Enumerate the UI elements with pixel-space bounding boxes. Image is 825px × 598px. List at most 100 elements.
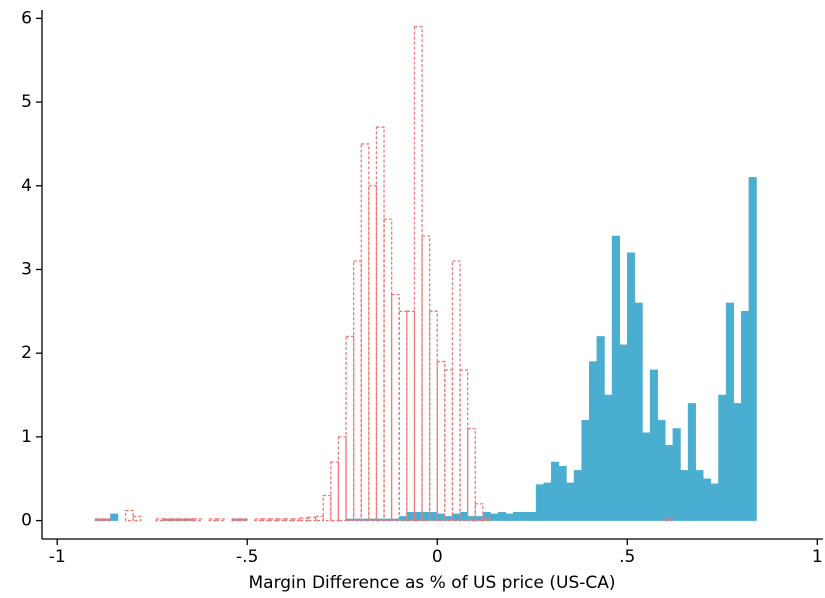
histogram-bar xyxy=(429,511,438,521)
histogram-bar xyxy=(664,518,674,522)
histogram-bar xyxy=(368,185,378,522)
histogram-bar xyxy=(543,482,552,521)
histogram-bar xyxy=(725,302,734,521)
histogram-bar xyxy=(314,515,324,522)
histogram-bar xyxy=(695,470,704,521)
y-tick-label: 0 xyxy=(21,511,32,531)
histogram-bar xyxy=(322,494,332,522)
histogram-bar xyxy=(110,513,119,521)
x-axis-label: Margin Difference as % of US price (US-C… xyxy=(248,573,615,593)
histogram-bar xyxy=(254,518,264,522)
y-tick-label: 6 xyxy=(21,8,32,28)
histogram-bar xyxy=(703,478,712,521)
y-tick-label: 1 xyxy=(21,427,32,447)
x-tick-label: -1 xyxy=(49,547,66,567)
histogram-bar xyxy=(178,518,188,522)
histogram-bar xyxy=(360,143,370,522)
histogram-bar xyxy=(573,470,582,521)
histogram-bar xyxy=(741,311,750,521)
histogram-bar xyxy=(459,369,469,522)
histogram-bar xyxy=(428,310,438,522)
histogram-bar xyxy=(596,336,605,521)
histogram-bar xyxy=(634,302,643,521)
histogram-bar xyxy=(383,218,393,522)
histogram-bar xyxy=(406,511,415,521)
histogram-bar xyxy=(451,260,461,522)
histogram-bar xyxy=(208,518,218,522)
histogram-bar xyxy=(421,235,431,522)
histogram-bar xyxy=(102,518,112,522)
histogram-bar xyxy=(558,465,567,521)
y-tick-label: 3 xyxy=(21,259,32,279)
histogram-bar xyxy=(452,513,461,521)
histogram-bar xyxy=(627,252,636,521)
x-tick-label: 1 xyxy=(812,547,823,567)
histogram-bar xyxy=(589,361,598,521)
histogram-bar xyxy=(337,436,347,522)
histogram-bar xyxy=(231,518,241,522)
histogram-bar xyxy=(284,518,294,522)
x-tick-label: -.5 xyxy=(236,547,258,567)
histogram-bar xyxy=(162,518,172,522)
histogram-bar xyxy=(718,394,727,521)
histogram-bar xyxy=(261,518,271,522)
histogram-bar xyxy=(292,518,302,522)
histogram-bar xyxy=(437,513,446,521)
histogram-bar xyxy=(216,518,226,522)
histogram-bar xyxy=(413,26,423,522)
histogram-bar xyxy=(459,511,468,521)
histogram-bar xyxy=(649,369,658,521)
histogram-bar xyxy=(421,511,430,521)
histogram-bar xyxy=(604,394,613,521)
histogram-bar xyxy=(299,517,309,522)
histogram-bar xyxy=(94,518,104,522)
histogram-bar xyxy=(505,513,514,521)
y-tick-label: 2 xyxy=(21,343,32,363)
histogram-bar xyxy=(390,293,400,522)
histogram-bar xyxy=(482,518,492,522)
histogram-bar xyxy=(170,518,180,522)
histogram-bar xyxy=(497,511,506,521)
histogram-bar xyxy=(185,518,195,522)
histogram-bar xyxy=(406,310,416,522)
histogram-bar xyxy=(748,177,757,521)
histogram-bar xyxy=(307,516,317,522)
histogram-bar xyxy=(352,260,362,522)
histogram-bar xyxy=(733,403,742,521)
histogram-bar xyxy=(474,503,484,522)
y-tick-label: 4 xyxy=(21,176,32,196)
histogram-bar xyxy=(155,518,165,522)
histogram-bar xyxy=(238,518,248,522)
x-tick-label: .5 xyxy=(619,547,635,567)
histogram-bar xyxy=(710,483,719,521)
histogram-bar xyxy=(467,427,476,522)
histogram-bar xyxy=(330,461,340,522)
histogram-bar xyxy=(276,518,286,522)
histogram-bar xyxy=(619,344,628,521)
histogram-bar xyxy=(414,511,423,521)
histogram-bar xyxy=(611,235,620,521)
histogram-bar xyxy=(444,369,454,522)
histogram-bar xyxy=(657,419,666,521)
histogram-bar xyxy=(672,428,681,521)
histogram-bar xyxy=(269,518,279,522)
x-tick-label: 0 xyxy=(432,547,443,567)
histogram-bar xyxy=(132,515,142,522)
histogram-bar xyxy=(665,445,674,521)
histogram-bar xyxy=(566,482,575,521)
y-tick-label: 5 xyxy=(21,92,32,112)
histogram-bar xyxy=(345,335,355,522)
histogram-bar xyxy=(551,461,560,521)
histogram-bar xyxy=(520,511,529,521)
histogram-bar xyxy=(642,432,651,521)
histogram-bar xyxy=(513,511,522,521)
histogram-bar xyxy=(436,360,446,522)
histogram-bar xyxy=(375,126,385,522)
histogram-bar xyxy=(687,403,696,521)
histogram-bar xyxy=(124,509,134,522)
histogram-bar xyxy=(581,419,590,521)
histogram-bar xyxy=(193,518,203,522)
histogram-bar xyxy=(490,513,499,521)
histogram-bar xyxy=(680,470,689,521)
